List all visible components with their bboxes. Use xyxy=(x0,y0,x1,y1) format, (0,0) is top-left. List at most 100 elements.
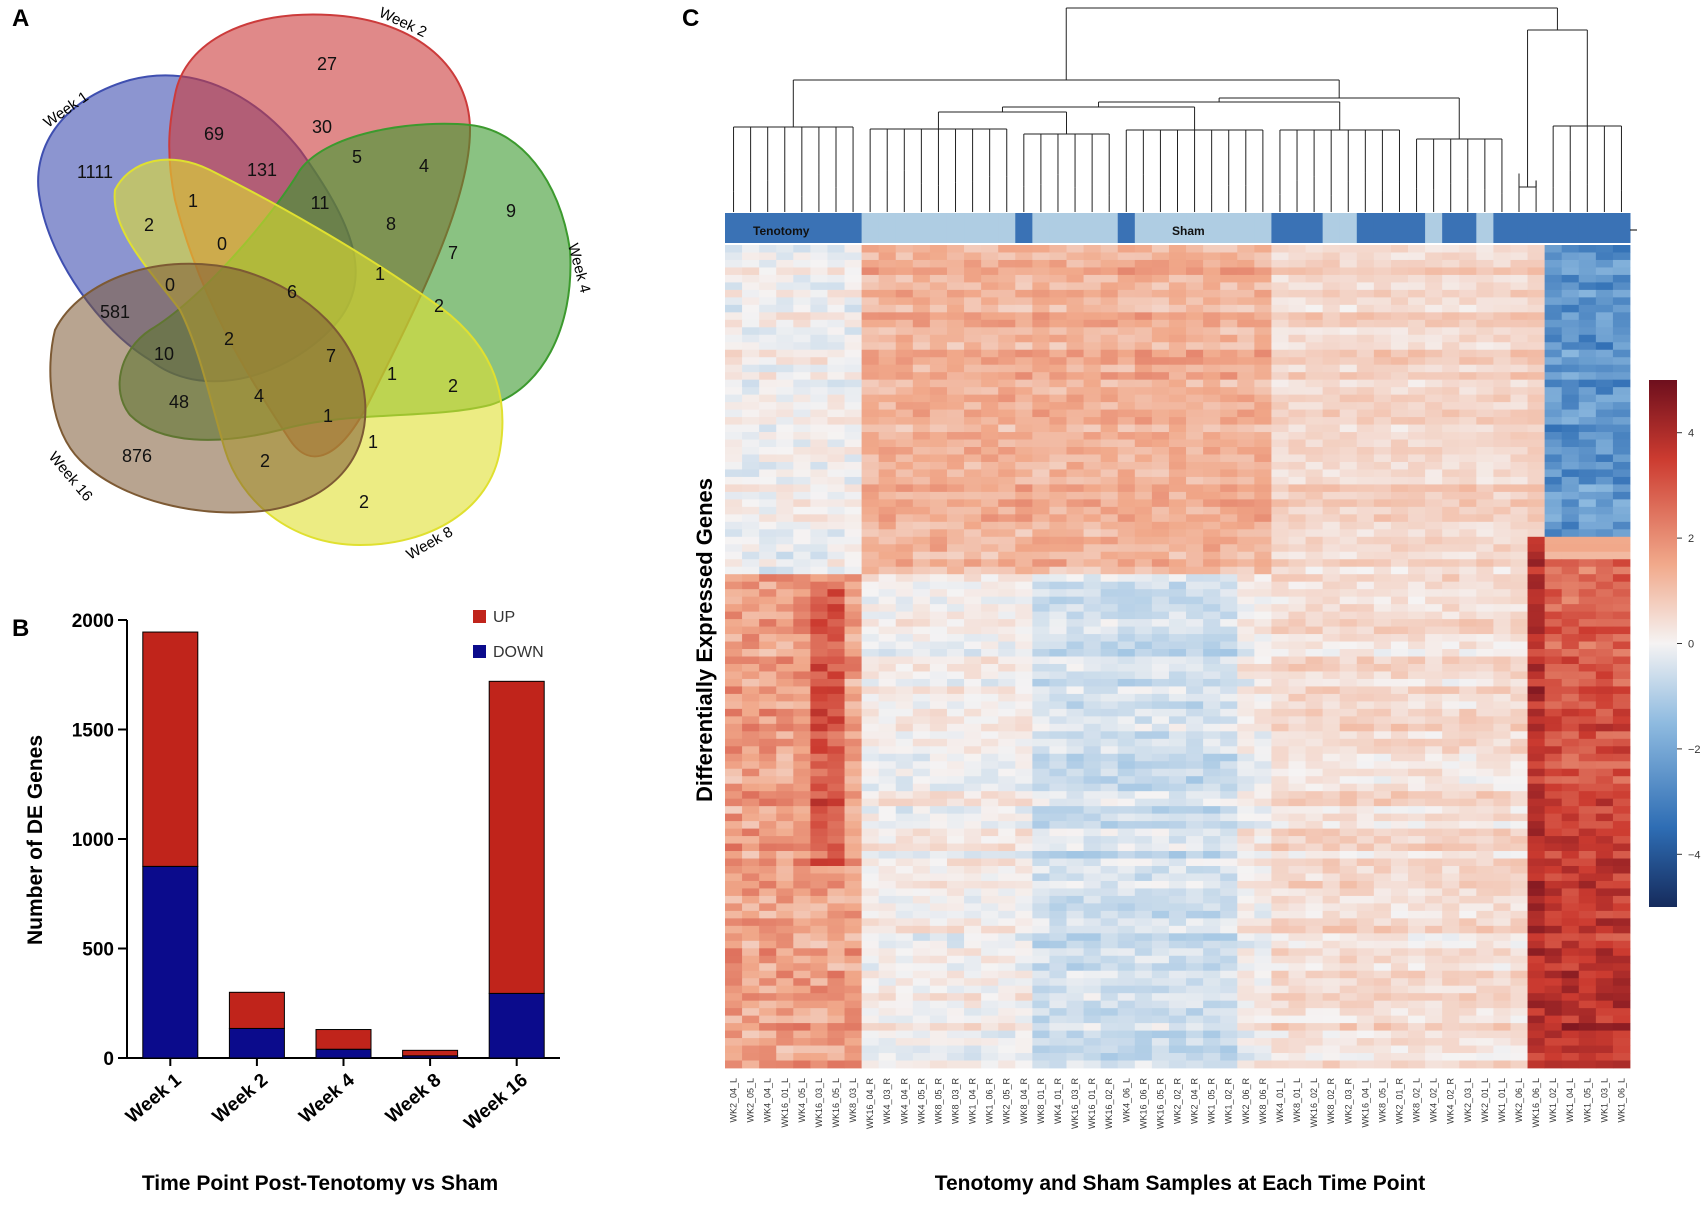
heatmap-cell xyxy=(1356,514,1375,523)
heatmap-cell xyxy=(810,559,828,568)
heatmap-cell xyxy=(895,469,914,478)
annotation-cell xyxy=(912,213,931,243)
heatmap-cell xyxy=(1237,304,1255,313)
heatmap-cell xyxy=(1237,334,1255,343)
heatmap-cell xyxy=(1493,888,1511,897)
heatmap-cell xyxy=(861,836,880,844)
heatmap-cell xyxy=(878,372,897,381)
heatmap-cell xyxy=(912,903,931,912)
heatmap-cell xyxy=(725,656,743,665)
heatmap-cell xyxy=(998,357,1016,366)
heatmap-cell xyxy=(1510,723,1528,732)
heatmap-cell xyxy=(1237,589,1255,598)
heatmap-cell xyxy=(1254,484,1272,493)
heatmap-cell xyxy=(1544,364,1563,373)
heatmap-cell xyxy=(827,589,845,598)
heatmap-cell xyxy=(1612,544,1631,553)
heatmap-cell xyxy=(1339,574,1358,583)
heatmap-cell xyxy=(981,454,999,463)
heatmap-cell xyxy=(1561,798,1580,807)
heatmap-cell xyxy=(1544,663,1563,672)
heatmap-cell xyxy=(998,663,1016,672)
heatmap-cell xyxy=(912,319,931,328)
heatmap-cell xyxy=(964,671,982,680)
heatmap-cell xyxy=(946,394,965,403)
heatmap-cell xyxy=(946,806,965,815)
heatmap-cell xyxy=(1510,611,1528,620)
heatmap-cell xyxy=(895,484,914,493)
heatmap-cell xyxy=(1049,895,1067,904)
heatmap-cell xyxy=(1305,723,1324,732)
heatmap-cell xyxy=(1356,349,1375,358)
heatmap-cell xyxy=(946,469,965,478)
heatmap-cell xyxy=(1288,252,1306,261)
heatmap-cell xyxy=(1493,851,1511,859)
heatmap-cell xyxy=(1220,753,1238,762)
heatmap-cell xyxy=(946,252,965,261)
heatmap-cell xyxy=(1288,701,1306,710)
heatmap-cell xyxy=(1100,566,1119,575)
heatmap-cell xyxy=(725,604,743,613)
heatmap-cell xyxy=(1049,873,1067,882)
heatmap-cell xyxy=(878,409,897,418)
heatmap-cell xyxy=(1100,259,1119,268)
heatmap-cell xyxy=(1339,454,1358,463)
heatmap-cell xyxy=(725,858,743,867)
heatmap-cell xyxy=(1083,551,1102,560)
heatmap-cell xyxy=(981,663,999,672)
heatmap-cell xyxy=(1493,798,1511,807)
heatmap-cell xyxy=(929,327,948,336)
heatmap-cell xyxy=(878,454,897,463)
heatmap-cell xyxy=(1356,417,1375,425)
heatmap-cell xyxy=(1271,753,1289,762)
heatmap-cell xyxy=(998,536,1016,545)
heatmap-cell xyxy=(1425,880,1443,889)
heatmap-cell xyxy=(1254,619,1272,627)
heatmap-cell xyxy=(1390,798,1409,807)
heatmap-cell xyxy=(1578,761,1597,770)
heatmap-cell xyxy=(1561,589,1580,598)
heatmap-cell xyxy=(1134,529,1153,538)
heatmap-cell xyxy=(742,641,760,650)
heatmap-cell xyxy=(1612,521,1631,530)
heatmap-cell xyxy=(742,828,760,837)
heatmap-cell xyxy=(1305,641,1324,650)
heatmap-cell xyxy=(1237,738,1255,747)
heatmap-cell xyxy=(1339,536,1358,545)
heatmap-cell xyxy=(895,491,914,500)
heatmap-cell xyxy=(1305,342,1324,351)
heatmap-cell xyxy=(998,349,1016,358)
heatmap-cell xyxy=(827,903,845,912)
heatmap-cell xyxy=(844,791,863,800)
heatmap-cell xyxy=(1288,461,1306,470)
heatmap-cell xyxy=(1442,447,1460,455)
heatmap-cell xyxy=(1117,574,1136,583)
heatmap-cell xyxy=(742,708,760,717)
heatmap-cell xyxy=(1168,289,1187,298)
heatmap-cell xyxy=(1117,686,1136,695)
heatmap-cell xyxy=(1134,267,1153,276)
bar-up-week-1 xyxy=(142,631,199,867)
heatmap-cell xyxy=(1032,267,1050,276)
heatmap-cell xyxy=(981,304,999,313)
heatmap-cell xyxy=(912,364,931,373)
heatmap-cell xyxy=(776,394,794,403)
heatmap-cell xyxy=(1049,432,1067,440)
heatmap-cell xyxy=(1322,566,1341,575)
heatmap-cell xyxy=(1203,372,1221,381)
heatmap-cell xyxy=(1612,514,1631,523)
heatmap-cell xyxy=(793,843,811,852)
heatmap-cell xyxy=(1151,461,1170,470)
heatmap-cell xyxy=(1220,716,1238,725)
heatmap-cell xyxy=(981,776,999,785)
heatmap-cell xyxy=(776,274,794,283)
heatmap-cell xyxy=(895,851,914,859)
heatmap-cell xyxy=(1220,544,1238,553)
heatmap-cell xyxy=(1373,484,1392,493)
heatmap-cell xyxy=(1203,776,1221,785)
heatmap-cell xyxy=(1032,611,1050,620)
heatmap-cell xyxy=(1544,319,1563,328)
heatmap-cell xyxy=(810,282,828,291)
heatmap-cell xyxy=(1339,813,1358,822)
heatmap-cell xyxy=(1612,379,1631,388)
